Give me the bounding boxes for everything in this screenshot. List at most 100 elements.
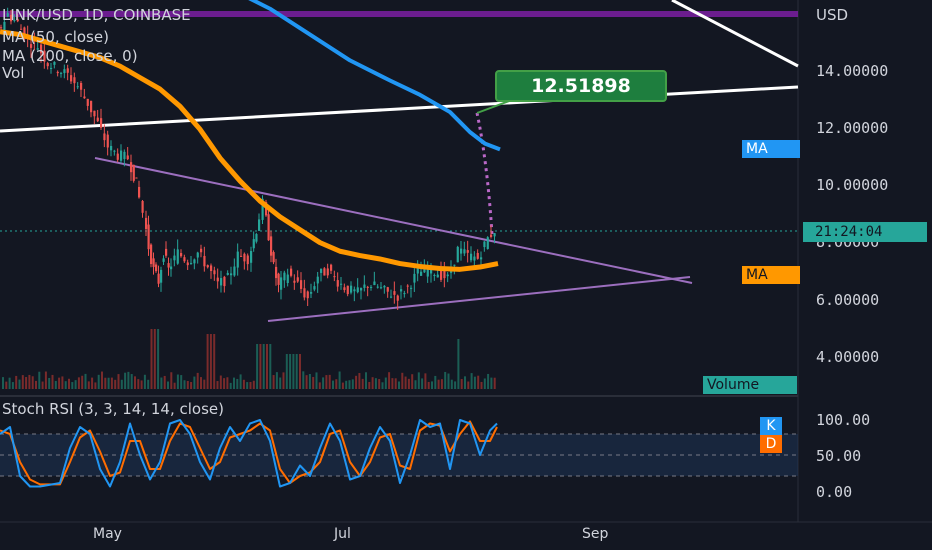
candle-body [316,276,319,284]
stoch-k-line [0,419,498,488]
ma200-legend[interactable]: MA (200, close, 0) [2,47,138,65]
candle-body [3,21,6,32]
candle-body [270,236,273,256]
volume-bar [219,375,222,389]
candle-body [370,286,373,288]
stoch-k-badge: K [760,417,782,435]
volume-bar [71,382,74,389]
volume-bar [332,380,334,389]
candle-body [416,268,419,274]
volume-bar [117,374,120,389]
volume-bar [427,381,430,389]
volume-bar [190,382,193,389]
volume-bar [341,382,344,389]
candle-body [323,268,326,276]
candle-body [141,200,144,213]
candle-body [277,273,280,285]
volume-bar [355,375,358,389]
volume-bar [335,379,338,389]
volume-bar [41,381,44,389]
resistance-band [0,11,798,17]
volume-bar [312,376,315,389]
volume-bar [216,381,219,389]
candle-body [157,273,160,284]
volume-bar [11,382,14,389]
candle-body [466,250,469,253]
candle-body [46,63,49,67]
volume-bar [242,379,245,389]
price-target-callout[interactable]: 12.51898 [495,70,667,102]
candle-body [162,258,165,262]
volume-bar [44,371,47,389]
volume-bar [493,377,496,389]
volume-bar [450,379,453,389]
price-series [0,0,501,310]
volume-bar [487,373,490,389]
volume-bar [101,371,103,389]
volume-bar [150,329,153,389]
volume-bar [259,344,262,389]
candle-body [145,217,148,229]
candle-body [406,285,409,287]
volume-bar [322,377,325,389]
candle-body [426,269,429,277]
candle-body [147,224,150,250]
symbol-legend[interactable]: LINK/USD, 1D, COINBASE [2,6,191,24]
candle-body [106,134,109,148]
volume-bar [483,378,486,389]
volume-bar [404,376,407,389]
candle-body [110,145,113,151]
candle-body [226,272,229,275]
volume-bar [440,379,443,389]
volume-bar [411,374,414,389]
candle-body [296,277,299,282]
volume-bar [176,374,179,389]
candle-body [20,28,23,30]
volume-bar [107,377,110,389]
candle-body [330,264,333,271]
price-axis-label: 10.00000 [816,176,889,194]
candle-body [420,271,423,276]
stoch-rsi-legend[interactable]: Stoch RSI (3, 3, 14, 14, close) [2,400,224,418]
candle-body [176,249,179,264]
volume-bar [68,378,70,389]
volume-bar [480,381,483,389]
volume-bar [457,339,460,389]
volume-bar [5,381,8,389]
candle-body [80,83,83,90]
volume-bar [206,334,209,389]
volume-bar [209,334,212,389]
candle-body [30,44,33,48]
candle-body [390,296,393,298]
volume-bar [84,373,87,389]
candle-body [396,295,399,301]
volume-bar [269,344,272,389]
volume-bar [137,379,140,389]
volume-bar [490,377,493,389]
candle-body [376,286,379,288]
candle-body [206,265,209,268]
candle-body [480,257,483,260]
volume-legend[interactable]: Vol [2,64,25,82]
candle-body [155,264,158,272]
candle-body [473,256,476,261]
candle-body [393,291,396,295]
candle-body [336,280,339,287]
candle-body [310,292,313,294]
ma50-legend[interactable]: MA (50, close) [2,28,109,46]
candle-body [40,44,43,54]
candle-body [470,253,473,261]
volume-bar [223,378,226,389]
volume-bar [328,374,331,389]
candle-body [96,117,99,122]
rsi-axis-label: 50.00 [816,447,862,465]
volume-bar [94,382,97,389]
candle-body [123,151,126,160]
volume-bar [203,379,206,389]
volume-bar [302,371,305,389]
candle-body [255,234,258,242]
ma200-line [248,0,501,152]
volume-bar [407,378,410,389]
volume-bar [398,381,400,389]
